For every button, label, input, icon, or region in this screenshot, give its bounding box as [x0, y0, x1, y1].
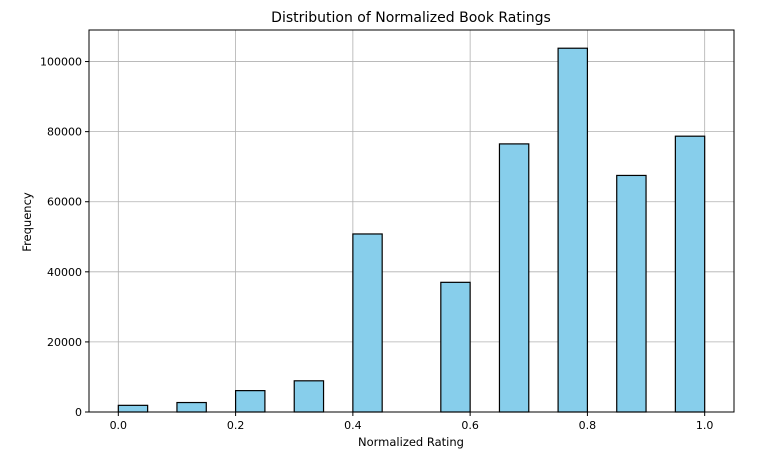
y-tick-label: 20000	[47, 336, 82, 349]
histogram-bar	[498, 143, 530, 413]
y-tick-label: 40000	[47, 266, 82, 279]
histogram-bar	[674, 135, 706, 413]
x-tick-label: 0.2	[227, 419, 245, 432]
x-tick-label: 0.0	[110, 419, 128, 432]
histogram-bar	[440, 281, 471, 413]
histogram-bar	[234, 390, 266, 413]
tick-layer: 0.0 0.2 0.4 0.6 0.8 1.0 0 20000 40000 60000 80000 1…	[40, 56, 713, 432]
x-tick-label: 1.0	[696, 419, 714, 432]
y-tick-label: 60000	[47, 196, 82, 209]
histogram-bar	[352, 233, 383, 413]
y-axis-label: Frequency	[20, 192, 34, 252]
y-tick-label: 0	[75, 406, 82, 419]
histogram-bar	[293, 380, 325, 413]
y-tick-label: 80000	[47, 126, 82, 139]
histogram-bar	[616, 174, 647, 413]
chart-title: Distribution of Normalized Book Ratings	[271, 10, 551, 26]
plot-frame	[88, 29, 735, 413]
x-tick-label: 0.6	[461, 419, 479, 432]
histogram-bar	[557, 47, 589, 413]
x-tick-label: 0.4	[344, 419, 362, 432]
histogram-bar	[117, 404, 149, 413]
bar-layer	[117, 47, 706, 413]
x-axis-label: Normalized Rating	[358, 435, 464, 449]
y-tick-label: 100000	[40, 56, 82, 69]
histogram-bar	[176, 401, 207, 413]
x-tick-label: 0.8	[579, 419, 597, 432]
